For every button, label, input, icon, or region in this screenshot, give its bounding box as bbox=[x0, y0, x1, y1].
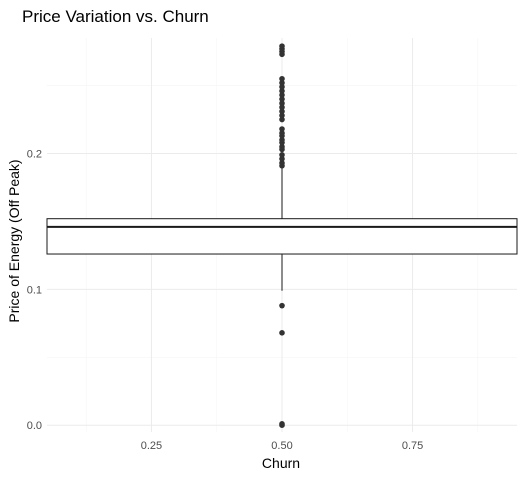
x-tick-label: 0.50 bbox=[271, 440, 292, 452]
outlier-point bbox=[279, 130, 285, 136]
outlier-point bbox=[279, 137, 285, 143]
outlier-point bbox=[279, 156, 285, 162]
outlier-point bbox=[279, 302, 285, 309]
x-tick-label: 0.75 bbox=[402, 440, 423, 452]
outlier-point bbox=[279, 100, 285, 107]
outlier-point bbox=[279, 43, 285, 49]
outlier-point bbox=[279, 88, 285, 94]
x-tick-label: 0.25 bbox=[141, 440, 162, 452]
outlier-point bbox=[279, 96, 285, 102]
outlier-point bbox=[279, 421, 285, 427]
y-axis-title: Price of Energy (Off Peak) bbox=[6, 159, 22, 322]
outlier-point bbox=[279, 160, 285, 166]
outlier-point bbox=[279, 116, 285, 123]
outlier-point bbox=[279, 126, 285, 132]
outlier-point bbox=[279, 330, 285, 336]
outlier-point bbox=[279, 112, 285, 119]
outlier-point bbox=[279, 152, 285, 158]
y-axis-ticks: 0.0 0.1 0.2 bbox=[27, 148, 42, 432]
outlier-point bbox=[279, 75, 285, 82]
y-tick-label: 0.0 bbox=[27, 420, 42, 432]
outlier-point bbox=[279, 108, 285, 115]
x-axis-title: Churn bbox=[262, 455, 300, 471]
outlier-point bbox=[279, 143, 285, 150]
x-axis-ticks: 0.25 0.50 0.75 bbox=[141, 440, 424, 452]
outlier-points bbox=[279, 43, 285, 429]
interquartile-box bbox=[46, 218, 518, 255]
chart-title: Price Variation vs. Churn bbox=[22, 7, 209, 26]
boxplot-box-group bbox=[46, 167, 518, 291]
outlier-point bbox=[279, 104, 285, 111]
y-tick-label: 0.2 bbox=[27, 148, 42, 160]
outlier-point bbox=[279, 80, 285, 86]
outlier-point bbox=[279, 92, 285, 98]
y-tick-label: 0.1 bbox=[27, 284, 42, 296]
outlier-point bbox=[279, 84, 285, 90]
